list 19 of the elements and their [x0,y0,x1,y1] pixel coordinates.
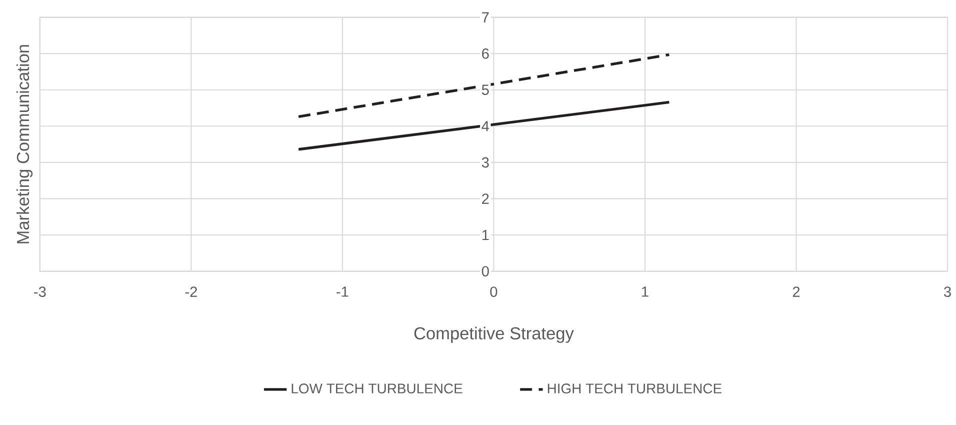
x-tick-label: -2 [185,286,197,297]
legend-label: LOW TECH TURBULENCE [292,384,462,394]
y-tick-label: 6 [482,48,489,59]
x-tick-label: 0 [490,286,498,298]
x-axis-title: Competitive Strategy [414,326,574,343]
y-tick-label: 2 [482,194,489,204]
legend-label: HIGH TECH TURBULENCE [548,384,722,394]
y-tick-label: 4 [482,121,490,132]
x-tick-label: 3 [944,286,951,298]
x-tick-label: 1 [642,286,648,297]
y-tick-label: 7 [482,12,489,22]
x-tick-label: -1 [336,286,348,297]
x-tick-label: -3 [34,286,46,298]
y-tick-label: 0 [482,266,489,277]
y-tick-label: 1 [482,230,489,240]
y-tick-label: 3 [482,157,489,168]
x-tick-label: 2 [792,286,800,297]
y-tick-label: 5 [482,84,489,96]
y-axis-title: Marketing Communication [16,45,33,244]
